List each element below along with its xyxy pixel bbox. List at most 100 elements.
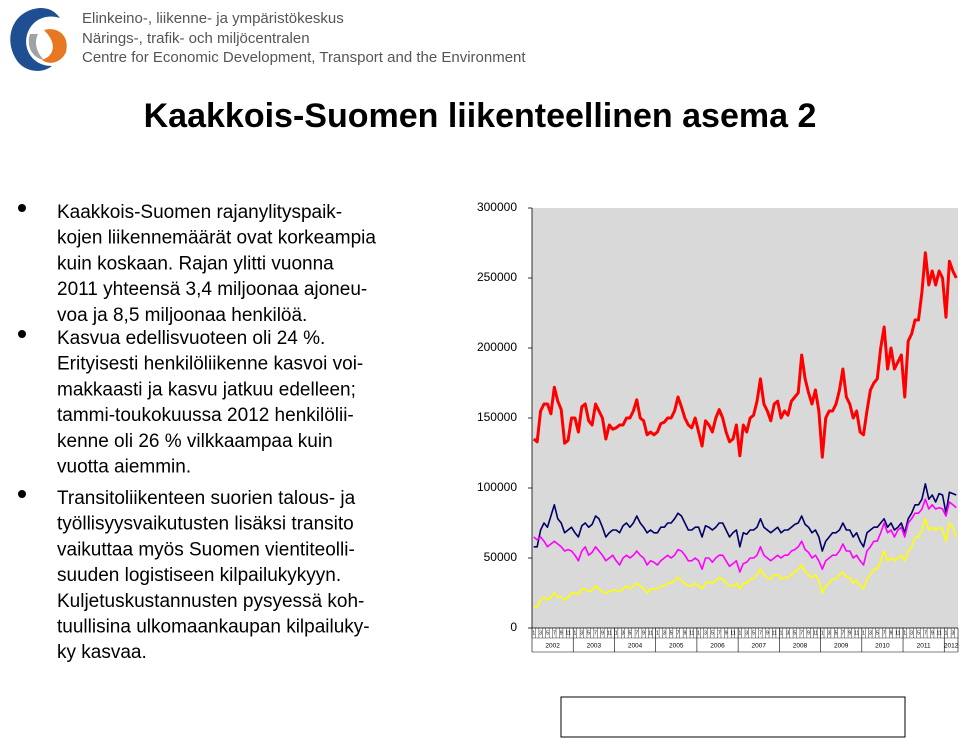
org-line: Elinkeino-, liikenne- ja ympäristökeskus (82, 10, 344, 27)
x-tick-label: 11 (607, 630, 612, 636)
bullet-text: vaikuttaa myös Suomen vientiteolli- (57, 539, 355, 560)
x-tick-label: 3 (869, 630, 872, 636)
series-line (533, 518, 958, 608)
x-tick-label: 5 (629, 630, 632, 636)
plot-area (532, 208, 958, 628)
bullet-text: voa ja 8,5 miljoonaa henkilöä. (57, 305, 307, 326)
logo-blue (10, 8, 60, 71)
x-tick-label: 5 (835, 630, 838, 636)
y-tick-label: 0 (510, 620, 517, 634)
series-line (533, 498, 957, 573)
bullet-text: Erityisesti henkilöliikenne kasvoi voi- (57, 354, 363, 375)
x-tick-label: 5 (917, 630, 920, 636)
series-line (532, 251, 958, 459)
series-line (533, 483, 957, 552)
x-tick-label: 9 (725, 630, 728, 636)
x-tick-label: 1 (821, 630, 824, 636)
x-tick-label: 1 (656, 630, 659, 636)
x-tick-label: 9 (890, 630, 893, 636)
bullet-text: kenne oli 26 % vilkkaampaa kuin (57, 431, 333, 452)
bullet-dot (18, 330, 26, 338)
year-label: 2008 (793, 643, 808, 650)
logo (10, 8, 67, 71)
year-label: 2011 (917, 643, 931, 650)
x-tick-label: 1 (574, 630, 577, 636)
x-tick-label: 11 (730, 630, 735, 636)
year-label: 2005 (669, 643, 684, 650)
x-tick-label: 9 (560, 630, 563, 636)
x-tick-label: 11 (937, 630, 942, 636)
x-tick-label: 1 (945, 630, 948, 636)
x-tick-label: 5 (711, 630, 714, 636)
x-tick-label: 11 (565, 630, 570, 636)
year-label: 2009 (834, 643, 849, 650)
x-tick-label: 11 (895, 630, 900, 636)
logo-gray (28, 34, 44, 60)
bullet-text: Kuljetuskustannusten pysyessä koh- (57, 591, 364, 612)
legend-box (560, 696, 906, 738)
bullet-text: työllisyysvaikutusten lisäksi transito (57, 514, 354, 535)
bullet-text: Kasvua edellisvuoteen oli 24 %. (57, 328, 325, 349)
year-label: 2003 (587, 643, 602, 650)
year-label: 2012 (944, 643, 959, 650)
x-tick-label: 1 (862, 630, 865, 636)
x-tick-label: 7 (800, 630, 803, 636)
bullet-text: kojen liikennemäärät ovat korkeampia (57, 228, 376, 249)
x-tick-label: 11 (648, 630, 653, 636)
x-tick-label: 7 (759, 630, 762, 636)
x-tick-label: 3 (828, 630, 831, 636)
x-tick-label: 5 (670, 630, 673, 636)
bullet-text: vuotta aiemmin. (57, 457, 191, 478)
bullet-list: Kaakkois-Suomen rajanylityspaik-kojen li… (18, 202, 376, 663)
x-tick-label: 9 (683, 630, 686, 636)
x-tick-label: 5 (587, 630, 590, 636)
logo-orange (42, 29, 67, 63)
x-tick-label: 11 (772, 630, 777, 636)
bullet-text: suuden logistiseen kilpailukykyyn. (57, 565, 341, 586)
y-tick-label: 50000 (484, 550, 518, 564)
x-tick-label: 1 (903, 630, 906, 636)
bullet-text: Transitoliikenteen suorien talous- ja (57, 488, 356, 509)
x-tick-label: 11 (689, 630, 694, 636)
x-tick-label: 5 (876, 630, 879, 636)
x-tick-label: 5 (546, 630, 549, 636)
bullet-text: 2011 yhteensä 3,4 miljoonaa ajoneu- (57, 279, 367, 300)
x-tick-label: 1 (615, 630, 618, 636)
x-tick-label: 1 (738, 630, 741, 636)
x-tick-label: 7 (677, 630, 680, 636)
x-tick-label: 3 (704, 630, 707, 636)
year-label: 2004 (628, 643, 643, 650)
x-tick-label: 3 (745, 630, 748, 636)
org-line: Närings-, trafik- och miljöcentralen (82, 30, 310, 47)
x-tick-label: 9 (766, 630, 769, 636)
x-tick-label: 7 (842, 630, 845, 636)
x-tick-label: 9 (642, 630, 645, 636)
bullet-text: tuullisina ulkomaankaupan kilpailuky- (57, 617, 370, 638)
x-tick-label: 7 (635, 630, 638, 636)
x-tick-label: 3 (787, 630, 790, 636)
x-tick-label: 3 (539, 630, 542, 636)
x-tick-label: 3 (580, 630, 583, 636)
bullet-text: Kaakkois-Suomen rajanylityspaik- (57, 202, 342, 223)
x-tick-label: 7 (718, 630, 721, 636)
year-label: 2007 (752, 643, 767, 650)
year-label: 2006 (710, 643, 725, 650)
bullet-text: tammi-toukokuussa 2012 henkilölii- (57, 405, 354, 426)
x-tick-label: 1 (780, 630, 783, 636)
y-tick-label: 200000 (477, 340, 517, 354)
x-tick-label: 5 (752, 630, 755, 636)
x-tick-label: 9 (848, 630, 851, 636)
bullet-text: makkaasti ja kasvu jatkuu edelleen; (57, 379, 356, 400)
bullet-dot (18, 490, 26, 498)
bullet-text: ky kasvaa. (57, 642, 147, 663)
x-tick-label: 9 (601, 630, 604, 636)
slide-title: Kaakkois-Suomen liikenteellinen asema 2 (144, 97, 817, 135)
x-tick-label: 11 (813, 630, 818, 636)
x-tick-label: 7 (594, 630, 597, 636)
x-tick-label: 1 (532, 630, 535, 636)
x-tick-label: 9 (931, 630, 934, 636)
y-tick-label: 150000 (477, 410, 517, 424)
x-tick-label: 1 (697, 630, 700, 636)
x-tick-label: 7 (924, 630, 927, 636)
x-tick-label: 3 (663, 630, 666, 636)
